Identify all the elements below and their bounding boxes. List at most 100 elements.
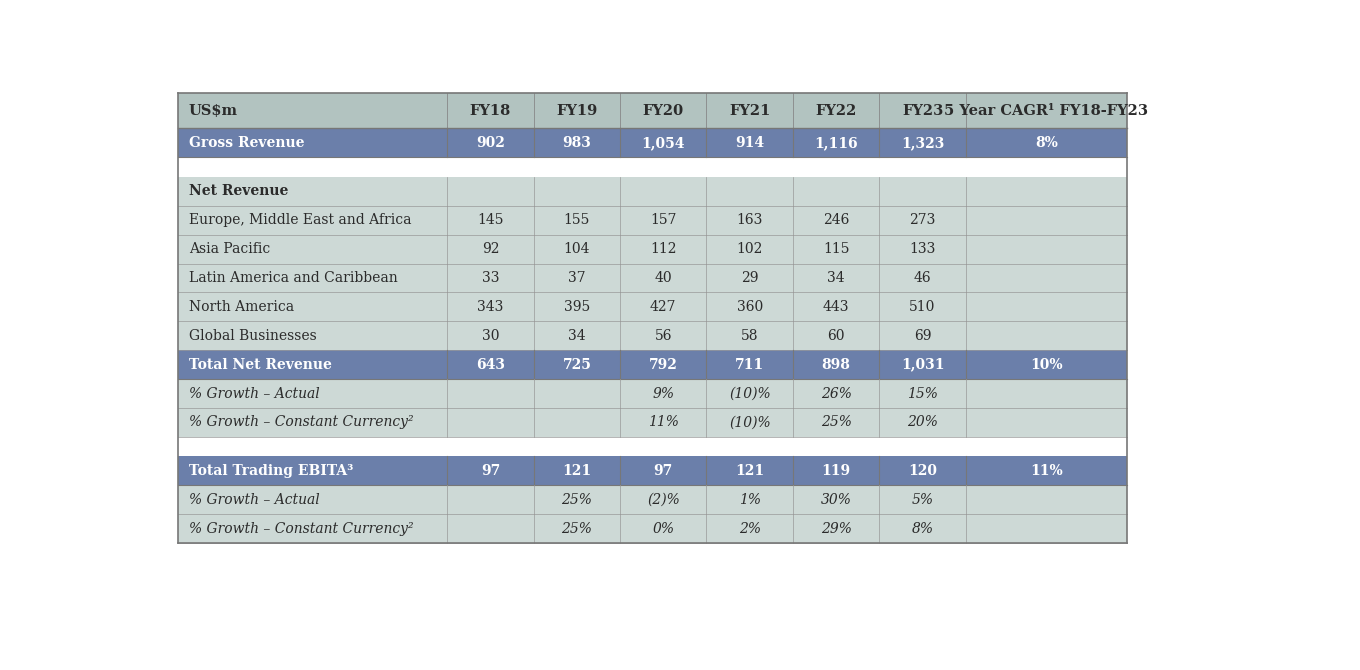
Text: 10%: 10% — [1030, 358, 1062, 372]
Bar — [178, 515, 1127, 543]
Text: 1,323: 1,323 — [900, 136, 944, 150]
Text: 792: 792 — [649, 358, 677, 372]
Text: 5%: 5% — [911, 493, 933, 507]
Text: Asia Pacific: Asia Pacific — [189, 242, 271, 256]
Text: % Growth – Constant Currency²: % Growth – Constant Currency² — [189, 522, 413, 536]
Text: % Growth – Actual: % Growth – Actual — [189, 493, 320, 507]
Bar — [178, 157, 1127, 177]
Text: FY22: FY22 — [816, 104, 857, 118]
Text: Latin America and Caribbean: Latin America and Caribbean — [189, 271, 397, 285]
Bar — [178, 379, 1127, 408]
Text: Global Businesses: Global Businesses — [189, 329, 317, 343]
Text: Gross Revenue: Gross Revenue — [189, 136, 305, 150]
Text: 92: 92 — [481, 242, 499, 256]
Text: 643: 643 — [476, 358, 505, 372]
Text: 25%: 25% — [562, 522, 593, 536]
Text: 30%: 30% — [820, 493, 851, 507]
Text: 37: 37 — [568, 271, 586, 285]
Bar — [178, 408, 1127, 437]
Text: 121: 121 — [562, 464, 592, 478]
Text: 115: 115 — [823, 242, 850, 256]
Text: 40: 40 — [654, 271, 672, 285]
Text: 2%: 2% — [738, 522, 760, 536]
Text: FY23: FY23 — [902, 104, 944, 118]
Text: US$m: US$m — [189, 104, 238, 118]
Text: 157: 157 — [650, 213, 676, 227]
Bar — [178, 129, 1127, 157]
Text: 30: 30 — [481, 329, 499, 343]
Text: 133: 133 — [910, 242, 936, 256]
Text: 34: 34 — [568, 329, 586, 343]
Text: 33: 33 — [481, 271, 499, 285]
Text: (10)%: (10)% — [729, 415, 771, 429]
Text: 725: 725 — [563, 358, 592, 372]
Text: 246: 246 — [823, 213, 849, 227]
Text: 9%: 9% — [653, 387, 675, 401]
Text: FY18: FY18 — [469, 104, 511, 118]
Text: 5 Year CAGR¹ FY18-FY23: 5 Year CAGR¹ FY18-FY23 — [944, 104, 1148, 118]
Text: FY20: FY20 — [643, 104, 684, 118]
Bar — [178, 485, 1127, 515]
Text: Net Revenue: Net Revenue — [189, 184, 288, 198]
Bar — [178, 206, 1127, 234]
Text: 29%: 29% — [820, 522, 851, 536]
Text: % Growth – Actual: % Growth – Actual — [189, 387, 320, 401]
Text: 898: 898 — [821, 358, 850, 372]
Bar — [178, 177, 1127, 206]
Text: 983: 983 — [563, 136, 592, 150]
Bar — [178, 93, 1127, 129]
Text: 119: 119 — [821, 464, 851, 478]
Bar — [178, 456, 1127, 485]
Text: 97: 97 — [481, 464, 500, 478]
Text: 60: 60 — [827, 329, 845, 343]
Text: 25%: 25% — [562, 493, 593, 507]
Text: 58: 58 — [741, 329, 759, 343]
Text: 510: 510 — [910, 300, 936, 314]
Text: 104: 104 — [563, 242, 590, 256]
Text: (10)%: (10)% — [729, 387, 771, 401]
Text: 56: 56 — [654, 329, 672, 343]
Bar — [178, 350, 1127, 379]
Text: 0%: 0% — [653, 522, 675, 536]
Text: 914: 914 — [736, 136, 764, 150]
Text: 1%: 1% — [738, 493, 760, 507]
Text: 121: 121 — [736, 464, 764, 478]
Text: 1,116: 1,116 — [815, 136, 858, 150]
Text: 29: 29 — [741, 271, 759, 285]
Text: 102: 102 — [737, 242, 763, 256]
Text: Total Trading EBITA³: Total Trading EBITA³ — [189, 464, 354, 478]
Bar — [178, 234, 1127, 263]
Text: 360: 360 — [737, 300, 763, 314]
Text: 1,054: 1,054 — [642, 136, 685, 150]
Text: 163: 163 — [737, 213, 763, 227]
Text: North America: North America — [189, 300, 294, 314]
Text: 46: 46 — [914, 271, 932, 285]
Text: 273: 273 — [910, 213, 936, 227]
Text: 395: 395 — [563, 300, 590, 314]
Text: 711: 711 — [736, 358, 764, 372]
Text: 120: 120 — [908, 464, 937, 478]
Text: 34: 34 — [827, 271, 845, 285]
Text: Europe, Middle East and Africa: Europe, Middle East and Africa — [189, 213, 412, 227]
Text: 15%: 15% — [907, 387, 938, 401]
Text: 26%: 26% — [820, 387, 851, 401]
Text: 427: 427 — [650, 300, 676, 314]
Text: 112: 112 — [650, 242, 676, 256]
Text: FY21: FY21 — [729, 104, 770, 118]
Text: 902: 902 — [476, 136, 505, 150]
Text: 343: 343 — [477, 300, 503, 314]
Text: 8%: 8% — [1035, 136, 1058, 150]
Text: 11%: 11% — [1030, 464, 1062, 478]
Bar — [178, 292, 1127, 322]
Text: 8%: 8% — [911, 522, 933, 536]
Text: 155: 155 — [563, 213, 590, 227]
Text: (2)%: (2)% — [647, 493, 680, 507]
Bar — [178, 437, 1127, 456]
Text: 443: 443 — [823, 300, 850, 314]
Bar — [178, 263, 1127, 292]
Text: 69: 69 — [914, 329, 932, 343]
Bar — [178, 322, 1127, 350]
Text: 20%: 20% — [907, 415, 938, 429]
Text: 97: 97 — [654, 464, 673, 478]
Text: FY19: FY19 — [556, 104, 597, 118]
